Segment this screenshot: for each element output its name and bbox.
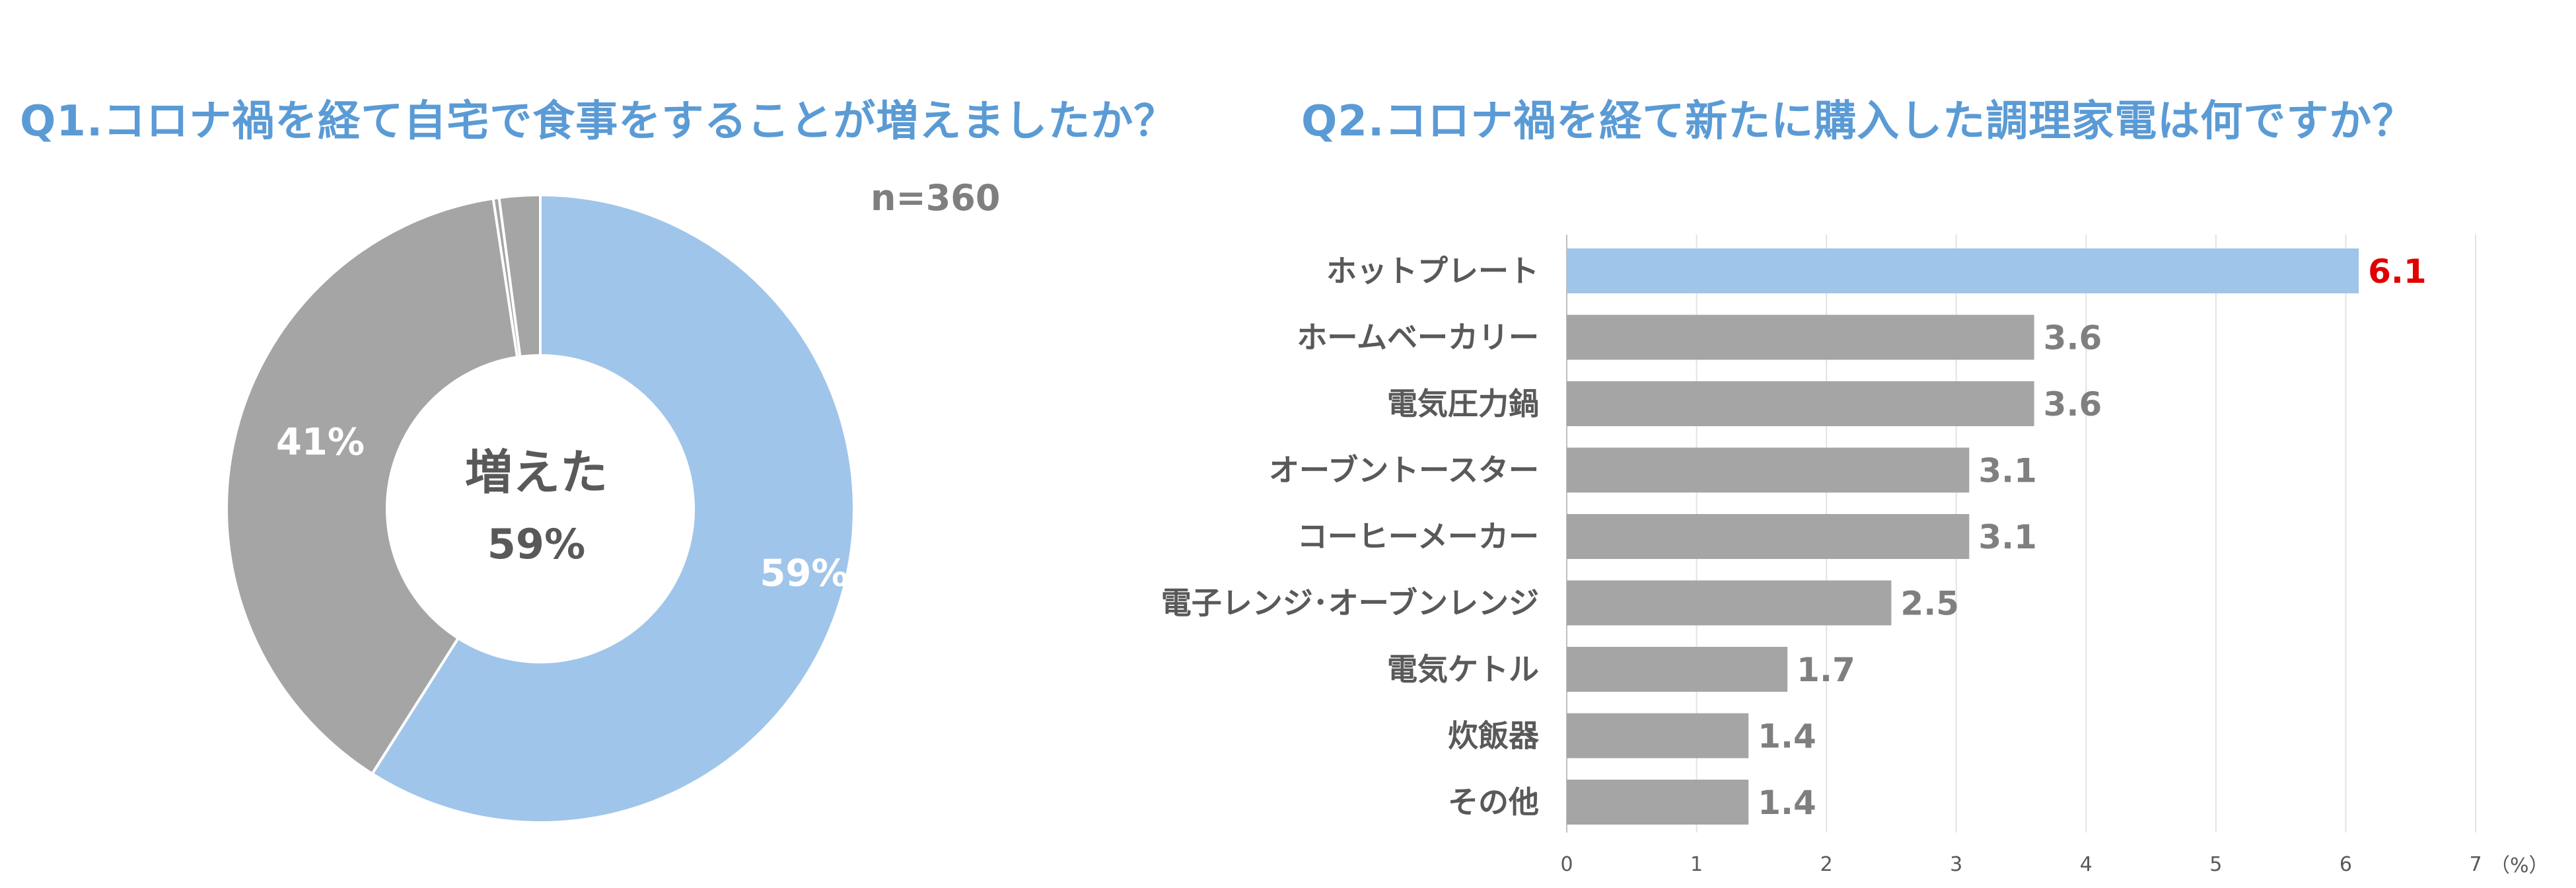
q2-title: Q2.コロナ禍を経て新たに購入した調理家電は何ですか？	[1301, 97, 2415, 146]
x-unit-label: （%）	[2490, 854, 2549, 877]
category-label-0: ホットプレート	[1326, 253, 1539, 289]
value-label-7: 1.4	[1758, 718, 1816, 756]
bar-6	[1567, 647, 1788, 692]
value-label-4: 3.1	[1978, 518, 2037, 556]
x-tick-label-6: 6	[2340, 853, 2352, 876]
value-label-6: 1.7	[1797, 651, 1855, 689]
category-label-4: コーヒーメーカー	[1297, 519, 1539, 554]
bar-7	[1567, 713, 1749, 758]
value-label-2: 3.6	[2044, 385, 2102, 424]
donut-slice-0	[370, 193, 855, 824]
x-tick-label-4: 4	[2080, 853, 2093, 876]
bar-8	[1567, 780, 1749, 825]
x-tick-label-3: 3	[1950, 853, 1962, 876]
donut-slice-1	[225, 197, 519, 776]
bar-4	[1567, 514, 1970, 559]
x-tick-label-5: 5	[2209, 853, 2222, 876]
donut-center-label: 増えた	[465, 445, 608, 500]
bar-chart: 0 1 2 3 4 5 6 7 （%） ホットプレート 6.1 ホームベーカリー 3.6 電気圧力鍋 3.6…	[1161, 235, 2549, 877]
category-label-8: その他	[1448, 784, 1539, 820]
donut-chart: 59% 41%	[225, 193, 855, 824]
value-label-5: 2.5	[1900, 585, 1959, 623]
x-tick-label-2: 2	[1820, 853, 1833, 876]
donut-slice-3	[497, 193, 542, 359]
q1-title: Q1.コロナ禍を経て自宅で食事をすることが増えましたか？	[20, 97, 1177, 146]
bar-0	[1567, 248, 2359, 293]
value-label-3: 3.1	[1978, 452, 2037, 490]
x-tick-label-1: 1	[1690, 853, 1703, 876]
category-label-3: オーブントースター	[1269, 453, 1539, 488]
category-label-5: 電子レンジ･オーブンレンジ	[1161, 585, 1539, 621]
bar-2	[1567, 381, 2034, 426]
value-label-8: 1.4	[1758, 784, 1816, 822]
category-label-7: 炊飯器	[1448, 718, 1540, 754]
donut-slice-label-0: 59%	[760, 552, 848, 595]
bar-5	[1567, 580, 1892, 626]
value-label-1: 3.6	[2044, 319, 2102, 357]
category-label-2: 電気圧力鍋	[1387, 386, 1539, 422]
donut-center-value: 59%	[487, 520, 585, 568]
donut-gray-label: 41%	[276, 421, 365, 464]
bar-3	[1567, 447, 1970, 493]
sample-size-label: n=360	[871, 177, 1001, 219]
x-tick-label-7: 7	[2469, 853, 2482, 876]
value-label-0: 6.1	[2368, 252, 2427, 291]
bar-1	[1567, 314, 2034, 360]
category-label-1: ホームベーカリー	[1297, 320, 1539, 355]
x-tick-label-0: 0	[1560, 853, 1573, 876]
category-label-6: 電気ケトル	[1387, 651, 1539, 687]
